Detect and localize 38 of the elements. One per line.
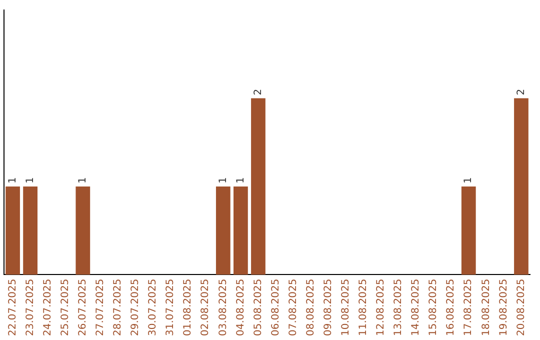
x-tick-label: 31.07.2025 — [165, 278, 176, 336]
x-tick-label: 07.08.2025 — [288, 278, 299, 336]
data-label: 1 — [235, 177, 246, 184]
x-tick-label: 17.08.2025 — [463, 278, 474, 336]
data-label: 1 — [24, 177, 36, 184]
x-tick-label: 14.08.2025 — [410, 278, 422, 336]
x-tick-label: 06.08.2025 — [270, 278, 282, 336]
x-tick-label: 28.07.2025 — [112, 278, 124, 336]
x-tick-label: 10.08.2025 — [340, 278, 352, 336]
data-label: 1 — [7, 177, 18, 184]
x-tick-label: 22.07.2025 — [7, 278, 18, 336]
x-tick-label: 03.08.2025 — [218, 278, 229, 336]
x-tick-label: 29.07.2025 — [130, 278, 142, 336]
x-tick-label: 27.07.2025 — [95, 278, 106, 336]
x-tick-label: 09.08.2025 — [322, 278, 334, 336]
x-tick-label: 16.08.2025 — [446, 278, 457, 336]
x-tick-label: 02.08.2025 — [200, 278, 212, 336]
x-tick-label: 20.08.2025 — [516, 278, 527, 336]
x-tick-label: 04.08.2025 — [235, 278, 246, 336]
data-label: 2 — [516, 88, 527, 96]
data-label: 1 — [77, 177, 88, 184]
x-tick-label: 30.07.2025 — [148, 278, 159, 336]
x-tick-label: 08.08.2025 — [305, 278, 316, 336]
x-tick-label: 18.08.2025 — [480, 278, 492, 336]
x-tick-label: 15.08.2025 — [428, 278, 440, 336]
x-tick-label: 12.08.2025 — [376, 278, 387, 336]
data-label: 1 — [463, 177, 474, 184]
x-tick-label: 24.07.2025 — [42, 278, 54, 336]
x-tick-label: 19.08.2025 — [498, 278, 510, 336]
x-tick-label: 23.07.2025 — [24, 278, 36, 336]
data-label: 2 — [252, 88, 264, 96]
x-tick-label: 11.08.2025 — [358, 278, 370, 336]
data-label: 1 — [218, 177, 229, 184]
x-tick-label: 05.08.2025 — [252, 278, 264, 336]
x-tick-label: 13.08.2025 — [393, 278, 404, 336]
x-tick-label: 26.07.2025 — [77, 278, 88, 336]
x-tick-label: 25.07.2025 — [60, 278, 71, 336]
x-tick-label: 01.08.2025 — [182, 278, 194, 336]
